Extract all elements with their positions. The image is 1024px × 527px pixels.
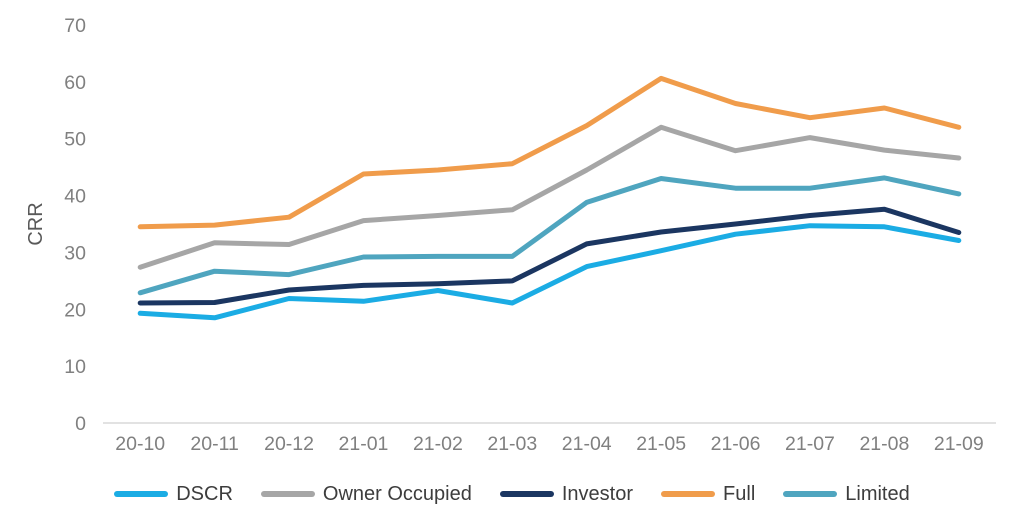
x-tick-label: 20-10	[115, 433, 165, 455]
y-tick-label: 10	[64, 356, 86, 378]
y-tick-label: 20	[64, 299, 86, 321]
chart-legend: DSCR Owner Occupied Investor Full Limited	[0, 482, 1024, 506]
legend-swatch-full	[661, 491, 716, 497]
y-tick-label: 60	[64, 72, 86, 94]
series-line-owner-occupied	[137, 124, 962, 270]
legend-label-investor: Investor	[561, 483, 634, 505]
legend-item-owner-occupied: Owner Occupied	[260, 482, 472, 506]
series-line-investor	[137, 206, 962, 306]
legend-item-investor: Investor	[499, 482, 634, 506]
legend-item-dscr: DSCR	[114, 482, 233, 506]
legend-label-limited: Limited	[845, 483, 910, 505]
legend-label-full: Full	[723, 483, 756, 505]
x-tick-label: 21-05	[636, 433, 686, 455]
x-tick-label: 21-04	[562, 433, 612, 455]
y-tick-label: 40	[64, 186, 86, 208]
y-tick-label: 0	[75, 413, 86, 435]
legend-swatch-dscr	[114, 491, 169, 497]
x-tick-label: 21-09	[934, 433, 984, 455]
x-tick-label: 21-01	[339, 433, 389, 455]
x-tick-label: 20-12	[264, 433, 314, 455]
legend-item-full: Full	[661, 482, 755, 506]
x-tick-label: 21-08	[859, 433, 909, 455]
series-line-full	[137, 75, 962, 230]
y-tick-label: 50	[64, 129, 86, 151]
y-tick-label: 30	[64, 242, 86, 264]
x-tick-label: 21-07	[785, 433, 835, 455]
legend-swatch-limited	[783, 491, 838, 497]
y-tick-label: 70	[64, 15, 86, 37]
legend-item-limited: Limited	[783, 482, 910, 506]
legend-label-owner-occupied: Owner Occupied	[322, 483, 472, 505]
series-line-dscr	[137, 223, 962, 321]
legend-label-dscr: DSCR	[176, 483, 233, 505]
y-axis-title: CRR	[25, 202, 47, 245]
x-tick-label: 21-06	[711, 433, 761, 455]
series-line-limited	[137, 175, 962, 296]
x-tick-label: 21-02	[413, 433, 463, 455]
legend-swatch-investor	[499, 491, 554, 497]
x-tick-label: 20-11	[190, 433, 238, 455]
x-tick-label: 21-03	[487, 433, 537, 455]
legend-swatch-owner-occupied	[260, 491, 315, 497]
